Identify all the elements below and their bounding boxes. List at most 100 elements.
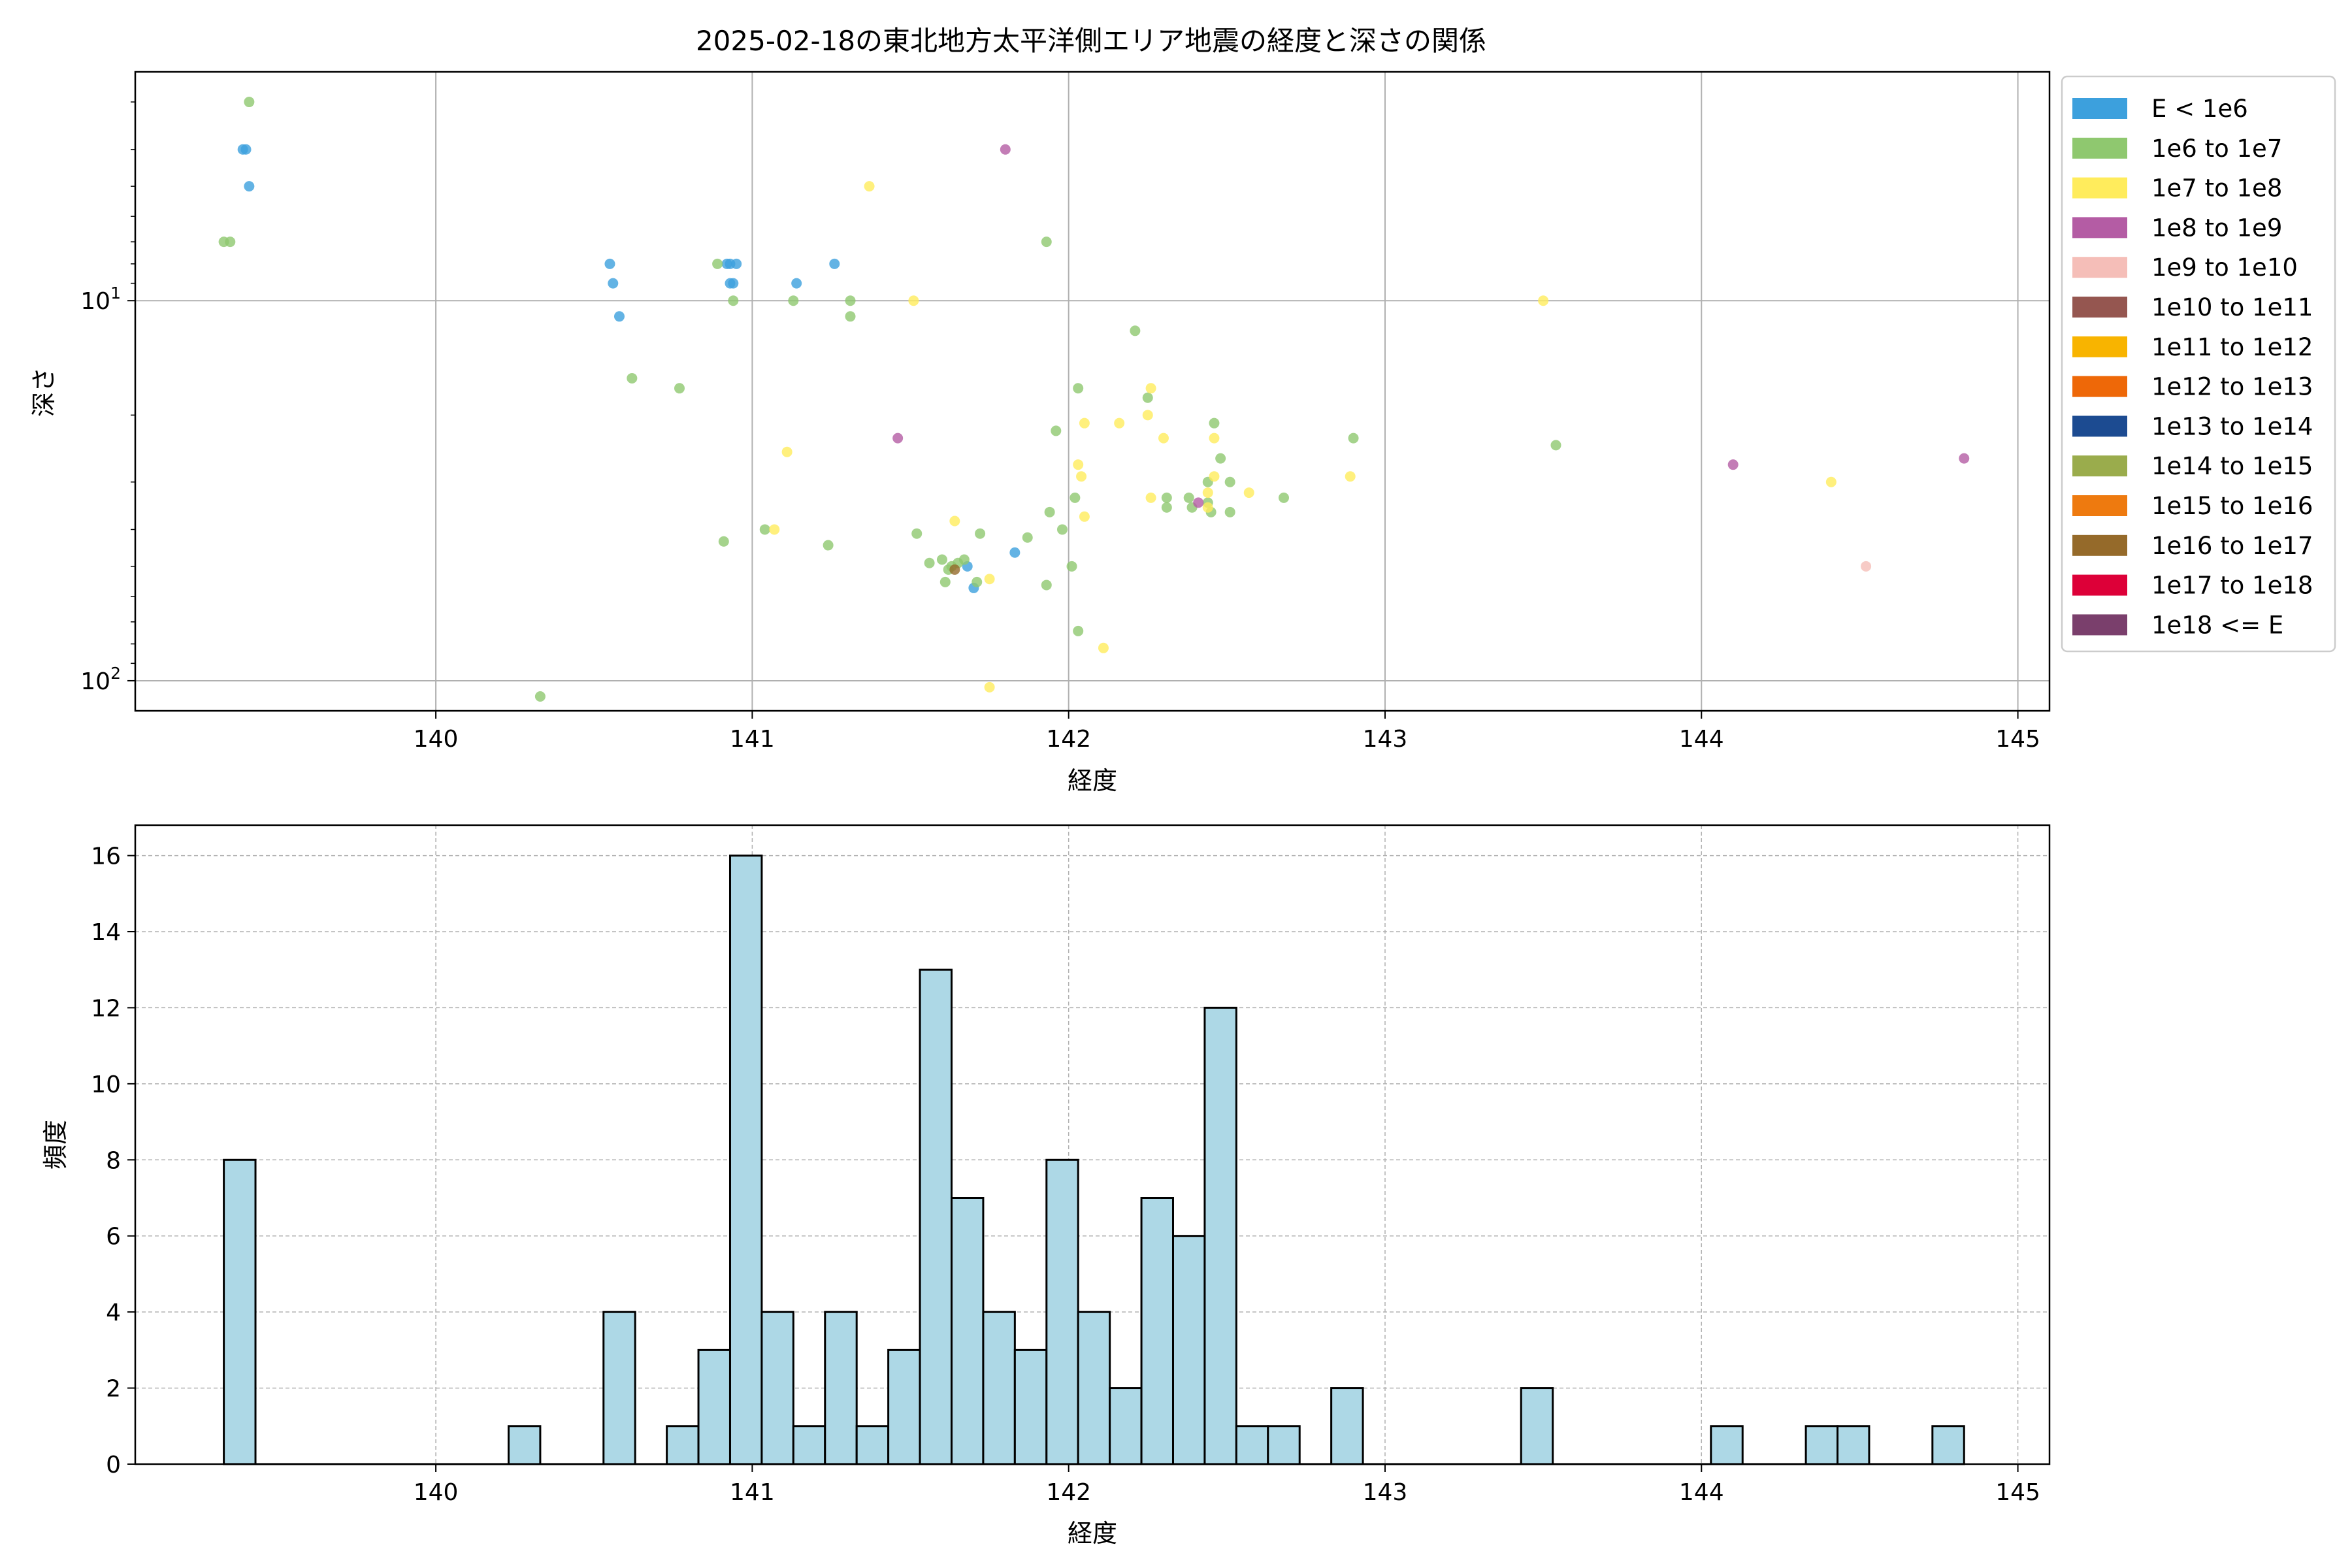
y-tick-label: 8 — [106, 1147, 121, 1174]
scatter-point — [604, 258, 615, 269]
scatter-point — [1079, 511, 1090, 522]
y-tick-label: 2 — [106, 1376, 121, 1403]
histogram-bar — [855, 1425, 890, 1465]
histogram-plot-frame — [134, 824, 2051, 1465]
scatter-y-ticks: 101 102 — [80, 101, 135, 695]
histogram-bar — [919, 968, 953, 1465]
legend-swatch — [2072, 217, 2127, 238]
scatter-point — [939, 576, 951, 587]
scatter-point — [1145, 492, 1156, 503]
histogram-bar — [1013, 1348, 1048, 1465]
scatter-point — [781, 446, 792, 457]
scatter-point — [1209, 471, 1220, 482]
legend-swatch — [2072, 336, 2127, 357]
y-tick-label: 16 — [91, 843, 121, 870]
scatter-point — [627, 372, 638, 384]
histogram-bar — [1837, 1425, 1870, 1465]
scatter-point — [845, 295, 856, 306]
scatter-point — [1202, 502, 1213, 513]
scatter-point — [769, 524, 780, 535]
scatter-x-axis-label: 経度 — [1068, 766, 1117, 795]
scatter-point — [759, 524, 770, 535]
scatter-point — [788, 295, 799, 306]
scatter-point — [829, 258, 840, 269]
scatter-point — [1348, 433, 1359, 444]
histogram-y-ticks: 0 2 4 6 8 10 12 14 16 — [91, 843, 135, 1478]
scatter-point — [892, 433, 904, 444]
legend-swatch — [2072, 137, 2127, 159]
x-tick-label: 145 — [1995, 726, 2040, 753]
scatter-point — [949, 515, 960, 527]
scatter-point — [949, 564, 960, 575]
y-tick-label: 0 — [106, 1452, 121, 1478]
scatter-point — [1051, 425, 1062, 436]
x-tick-label: 140 — [414, 1479, 459, 1506]
histogram-bar — [1077, 1311, 1111, 1465]
scatter-plot-frame — [134, 71, 2051, 712]
histogram-bar — [1109, 1387, 1143, 1465]
scatter-point — [984, 681, 995, 693]
histogram-bar — [824, 1311, 858, 1465]
legend-swatch — [2072, 297, 2127, 318]
scatter-point — [845, 311, 856, 322]
histogram-bar — [728, 855, 763, 1465]
histogram-y-axis-label: 頻度 — [41, 1120, 70, 1169]
x-tick-label: 145 — [1995, 1479, 2040, 1506]
x-tick-label: 142 — [1046, 726, 1091, 753]
legend-swatch — [2072, 455, 2127, 477]
scatter-point — [1538, 295, 1549, 306]
scatter-point — [1142, 410, 1153, 421]
histogram-bar — [1931, 1425, 1965, 1465]
histogram-bar — [760, 1311, 794, 1465]
scatter-point — [1076, 471, 1087, 482]
scatter-point — [975, 528, 986, 539]
x-tick-label: 140 — [414, 726, 459, 753]
scatter-point — [1861, 561, 1872, 572]
legend-label: 1e6 to 1e7 — [2151, 135, 2282, 163]
scatter-point — [244, 97, 255, 108]
legend-label: 1e12 to 1e13 — [2151, 373, 2313, 401]
scatter-point — [1224, 476, 1235, 487]
legend-swatch — [2072, 257, 2127, 278]
scatter-point — [674, 383, 685, 394]
scatter-point — [1098, 642, 1109, 653]
histogram-bar — [1045, 1158, 1079, 1465]
legend-swatch — [2072, 376, 2127, 397]
legend: E < 1e6 1e6 to 1e7 1e7 to 1e8 1e8 to 1e9 1e9… — [2061, 75, 2336, 653]
scatter-point — [1158, 433, 1169, 444]
histogram-bar — [1267, 1425, 1301, 1465]
legend-label: 1e7 to 1e8 — [2151, 174, 2282, 203]
legend-label: 1e16 to 1e17 — [2151, 532, 2313, 560]
scatter-point — [1044, 506, 1055, 517]
x-tick-label: 143 — [1363, 726, 1408, 753]
scatter-point — [1243, 487, 1254, 498]
y-tick-label: 4 — [106, 1299, 121, 1326]
scatter-point — [244, 181, 255, 192]
y-tick-label: 102 — [80, 664, 121, 695]
scatter-point — [225, 237, 236, 248]
scatter-point — [1959, 453, 1970, 464]
scatter-point — [1345, 471, 1356, 482]
histogram-bar — [507, 1425, 542, 1465]
scatter-point — [1202, 487, 1213, 498]
legend-box — [2061, 75, 2336, 653]
scatter-point — [936, 554, 947, 565]
scatter-point — [731, 258, 742, 269]
scatter-point — [1825, 476, 1837, 487]
legend-swatch — [2072, 98, 2127, 119]
legend-swatch — [2072, 534, 2127, 556]
histogram-bar — [887, 1348, 921, 1465]
histogram-x-ticks: 140 141 142 143 144 145 — [414, 1464, 2040, 1506]
histogram-bar — [602, 1311, 636, 1465]
scatter-point — [534, 691, 546, 702]
scatter-point — [1073, 625, 1084, 636]
scatter-point — [725, 278, 736, 289]
scatter-y-axis-label: 深さ — [29, 367, 58, 417]
scatter-point — [908, 295, 919, 306]
x-tick-label: 144 — [1679, 726, 1724, 753]
scatter-point — [1070, 492, 1081, 503]
scatter-grid — [135, 72, 2050, 711]
legend-swatch — [2072, 574, 2127, 596]
legend-swatch — [2072, 177, 2127, 199]
legend-label: 1e8 to 1e9 — [2151, 214, 2282, 242]
